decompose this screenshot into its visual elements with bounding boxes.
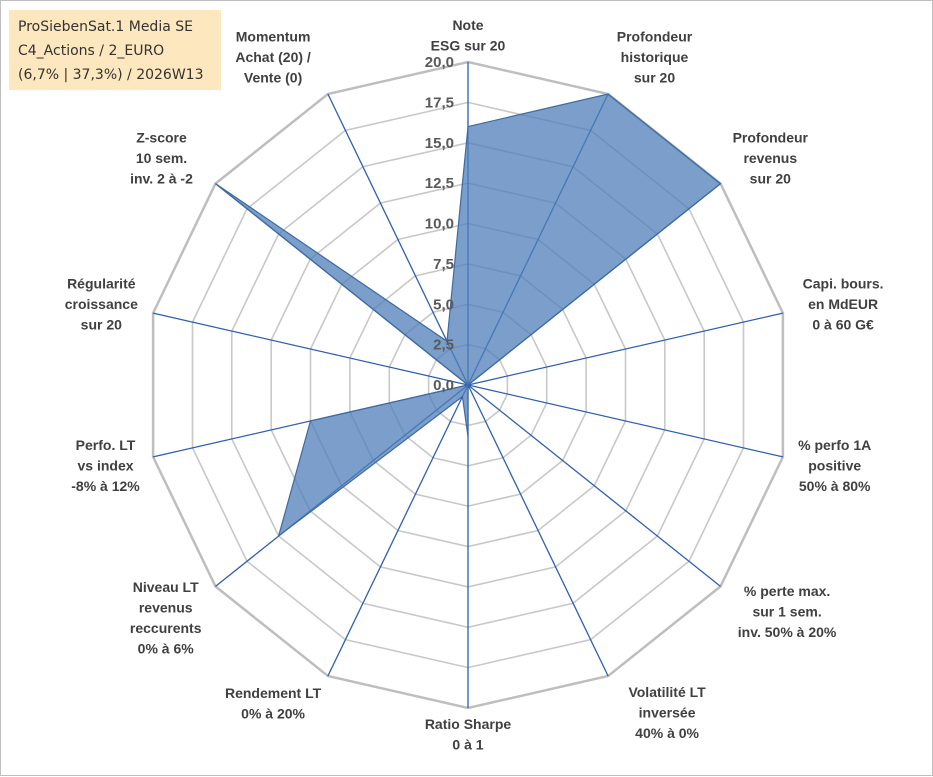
axis-label: % perte max. [744,583,830,599]
tick-label: 10,0 [425,216,454,233]
tick-label: 0,0 [433,377,454,394]
axis-label: inversée [639,705,696,721]
axis-label: en MdEUR [808,296,878,312]
tick-label: 5,0 [433,296,454,313]
axis-label: Niveau LT [133,579,199,595]
tick-label: 7,5 [433,256,454,273]
axis-label: Capi. bours. [803,275,884,291]
axis-label-group: Z-score 10 sem. inv. 2 à -2 [130,130,193,187]
axis-label: croissance [65,296,138,312]
axis-label: ESG sur 20 [431,38,506,54]
axis-label: inv. 50% à 20% [738,624,837,640]
title-line-period: (6,7% | 37,3%) / 2026W13 [18,63,221,87]
axis-label: 0% à 20% [241,706,305,722]
axis-label: sur 20 [81,316,122,332]
axis-label: % perfo 1A [798,437,871,453]
axis-label: Achat (20) / [235,49,311,65]
axis-label: Régularité [67,275,136,291]
axis-label-group: Régularité croissance sur 20 [65,275,138,332]
axis-label: Profondeur [733,130,809,146]
axis-label-group: Volatilité LT inversée 40% à 0% [628,684,706,741]
axis-label: 0% à 6% [138,641,195,657]
axis-label: Note [452,17,483,33]
axis-label: Profondeur [617,29,693,45]
axis-label: Perfo. LT [76,437,136,453]
axis-label: Momentum [236,29,311,45]
axis-label-group: Rendement LT 0% à 20% [225,685,322,722]
axis-label: Vente (0) [244,70,302,86]
axis-label: Volatilité LT [628,684,706,700]
axis-label-group: Profondeur historique sur 20 [617,29,693,86]
axis-label: Rendement LT [225,685,322,701]
axis-label: 40% à 0% [635,725,699,741]
axis-label: inv. 2 à -2 [130,171,193,187]
axis-spoke [468,385,721,586]
axis-label-group: Momentum Achat (20) / Vente (0) [235,29,311,86]
axis-label: vs index [77,458,133,474]
axis-label-group: Profondeur revenus sur 20 [733,130,809,187]
axis-label: 0 à 60 G€ [812,316,874,332]
axis-label-group: Perfo. LT vs index -8% à 12% [71,437,140,494]
tick-label: 2,5 [433,337,454,354]
title-box: ProSiebenSat.1 Media SE C4_Actions / 2_E… [9,10,221,90]
axis-label: historique [621,49,689,65]
title-line-company: ProSiebenSat.1 Media SE [18,15,221,39]
axis-label-group: Ratio Sharpe 0 à 1 [425,716,512,753]
axis-label: revenus [743,150,797,166]
axis-label-group: % perte max. sur 1 sem. inv. 50% à 20% [738,583,837,640]
axis-label: -8% à 12% [71,478,140,494]
axis-label-group: Note ESG sur 20 [431,17,506,54]
axis-label: revenus [139,600,193,616]
axis-label-group: % perfo 1A positive 50% à 80% [798,437,871,494]
axis-label-group: Capi. bours. en MdEUR 0 à 60 G€ [803,275,884,332]
axis-label: 50% à 80% [799,478,871,494]
tick-label: 12,5 [425,175,454,192]
axis-label: 10 sem. [136,150,187,166]
axis-label: 0 à 1 [452,737,483,753]
tick-label: 17,5 [425,94,454,111]
axis-label: Z-score [136,130,187,146]
tick-label: 20,0 [425,54,454,71]
tick-label: 15,0 [425,135,454,152]
axis-label: positive [808,458,861,474]
title-line-category: C4_Actions / 2_EURO [18,39,221,63]
axis-label: sur 20 [750,171,791,187]
axis-label: sur 1 sem. [752,604,821,620]
axis-label: sur 20 [634,70,675,86]
axis-label: reccurents [130,620,202,636]
axis-spoke [468,385,608,676]
axis-label: Ratio Sharpe [425,716,512,732]
axis-label-group: Niveau LT revenus reccurents 0% à 6% [130,579,202,657]
